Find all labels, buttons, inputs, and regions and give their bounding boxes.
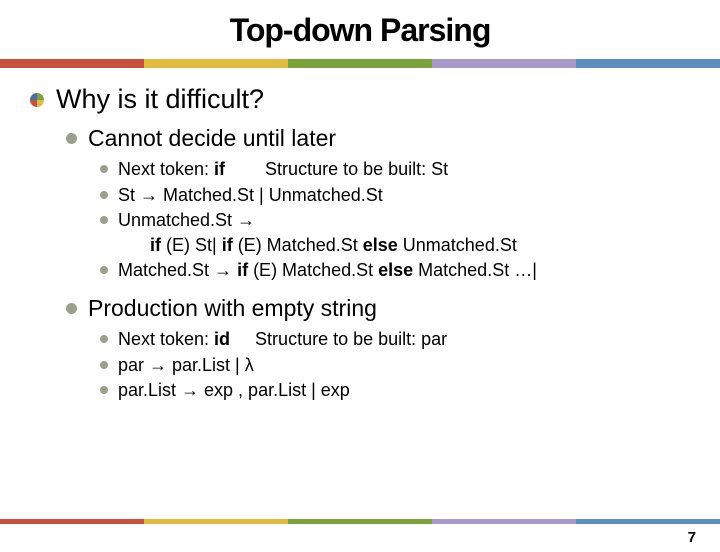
dot-bullet-icon xyxy=(100,191,108,199)
bullet-text: par → par.List | λ xyxy=(118,354,254,377)
dot-bullet-icon xyxy=(100,361,108,369)
bullet-item: par → par.List | λ xyxy=(100,354,720,377)
dot-bullet-icon xyxy=(100,386,108,394)
bullet-item: St → Matched.St | Unmatched.St xyxy=(100,184,720,207)
decorative-bar-top xyxy=(0,59,720,68)
dot-bullet-icon xyxy=(100,335,108,343)
bullet-item: Matched.St → if (E) Matched.St else Matc… xyxy=(100,259,720,282)
h2-text: Cannot decide until later xyxy=(88,125,336,152)
pie-bullet-icon xyxy=(30,93,44,107)
h1-text: Why is it difficult? xyxy=(56,84,264,115)
page-number: 7 xyxy=(688,529,696,546)
bullet-item: Unmatched.St → xyxy=(100,209,720,232)
bullet-text: Next token: id Structure to be built: pa… xyxy=(118,328,447,351)
heading-level-1: Why is it difficult? xyxy=(30,84,720,115)
decorative-bar-bottom xyxy=(0,519,720,524)
bullet-continuation: if (E) St| if (E) Matched.St else Unmatc… xyxy=(150,235,720,256)
bullet-text: Matched.St → if (E) Matched.St else Matc… xyxy=(118,259,537,282)
bullet-text: St → Matched.St | Unmatched.St xyxy=(118,184,383,207)
slide-title: Top-down Parsing xyxy=(0,12,720,49)
heading-level-2: Production with empty string xyxy=(66,295,720,322)
dot-bullet-icon xyxy=(66,303,77,314)
bullet-item: par.List → exp , par.List | exp xyxy=(100,379,720,402)
bullet-text: Unmatched.St → xyxy=(118,209,255,232)
bullet-text: Next token: if Structure to be built: St xyxy=(118,158,448,181)
content-area: Why is it difficult? Cannot decide until… xyxy=(0,68,720,402)
heading-level-2: Cannot decide until later xyxy=(66,125,720,152)
h2-text: Production with empty string xyxy=(88,295,377,322)
bullet-item: Next token: if Structure to be built: St xyxy=(100,158,720,181)
dot-bullet-icon xyxy=(100,216,108,224)
dot-bullet-icon xyxy=(100,165,108,173)
bullet-item: Next token: id Structure to be built: pa… xyxy=(100,328,720,351)
bullet-text: par.List → exp , par.List | exp xyxy=(118,379,350,402)
dot-bullet-icon xyxy=(66,133,77,144)
dot-bullet-icon xyxy=(100,266,108,274)
